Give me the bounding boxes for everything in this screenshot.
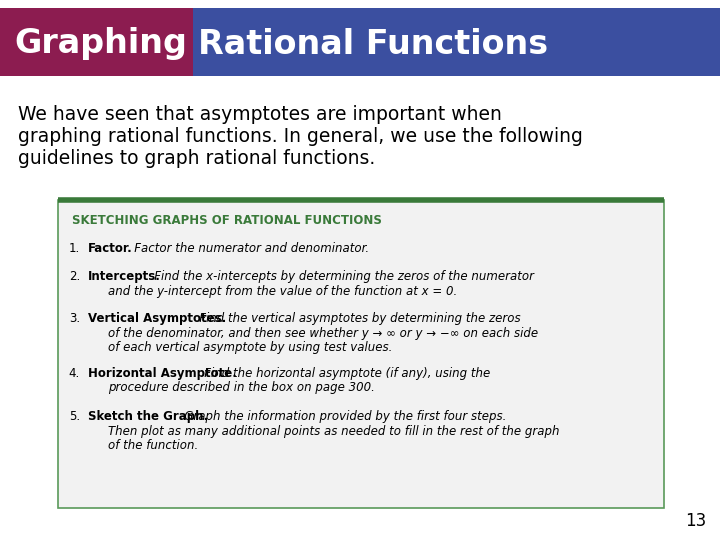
Text: 2.: 2. [68,270,80,283]
Text: procedure described in the box on page 300.: procedure described in the box on page 3… [108,381,375,395]
Text: and the y-intercept from the value of the function at x = 0.: and the y-intercept from the value of th… [108,285,457,298]
Text: 13: 13 [685,512,706,530]
Text: We have seen that asymptotes are important when: We have seen that asymptotes are importa… [18,105,502,124]
Text: Intercepts.: Intercepts. [88,270,161,283]
Text: of the function.: of the function. [108,439,198,452]
Bar [0,8,720,76]
Text: Vertical Asymptotes.: Vertical Asymptotes. [88,312,226,325]
Text: 1.: 1. [68,242,80,255]
Text: Find the horizontal asymptote (if any), using the: Find the horizontal asymptote (if any), … [193,367,490,380]
Text: Find the x-intercepts by determining the zeros of the numerator: Find the x-intercepts by determining the… [143,270,534,283]
Text: graphing rational functions. In general, we use the following: graphing rational functions. In general,… [18,127,583,146]
Text: Graph the information provided by the first four steps.: Graph the information provided by the fi… [173,410,506,423]
Text: Horizontal Asymptote.: Horizontal Asymptote. [88,367,237,380]
Text: 4.: 4. [68,367,80,380]
Text: of the denominator, and then see whether y → ∞ or y → −∞ on each side: of the denominator, and then see whether… [108,327,538,340]
Text: Rational Functions: Rational Functions [198,28,548,60]
Text: Find the vertical asymptotes by determining the zeros: Find the vertical asymptotes by determin… [188,312,521,325]
Text: Factor the numerator and denominator.: Factor the numerator and denominator. [123,242,369,255]
Text: Factor.: Factor. [88,242,132,255]
Text: of each vertical asymptote by using test values.: of each vertical asymptote by using test… [108,341,392,354]
Text: guidelines to graph rational functions.: guidelines to graph rational functions. [18,149,375,168]
Bar [0,8,193,76]
Text: 5.: 5. [69,410,80,423]
FancyBboxPatch shape [58,200,664,508]
Text: Graphing: Graphing [14,28,187,60]
Text: SKETCHING GRAPHS OF RATIONAL FUNCTIONS: SKETCHING GRAPHS OF RATIONAL FUNCTIONS [72,214,382,227]
Text: Then plot as many additional points as needed to fill in the rest of the graph: Then plot as many additional points as n… [108,424,559,437]
Text: 3.: 3. [69,312,80,325]
Text: Sketch the Graph.: Sketch the Graph. [88,410,208,423]
